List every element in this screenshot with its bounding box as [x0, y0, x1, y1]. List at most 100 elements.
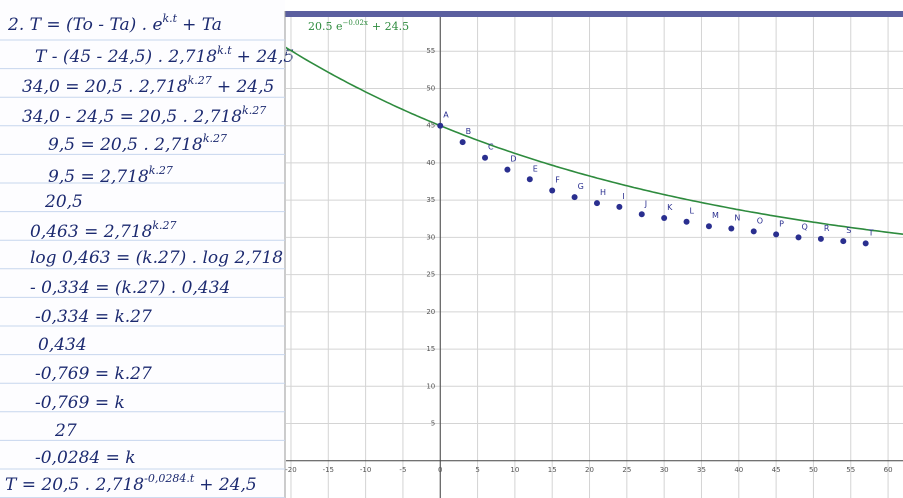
y-tick-label: 5: [431, 420, 435, 428]
plot: [285, 14, 903, 498]
fit-curve: [285, 47, 903, 234]
note-line: -0,334 = k.27: [35, 307, 152, 327]
point-label: F: [555, 175, 560, 184]
note-main: -0,334 = k.27: [35, 307, 152, 327]
y-tick-label: 20: [426, 308, 435, 316]
point-label: L: [690, 207, 695, 216]
x-tick-label: -20: [285, 466, 296, 474]
x-tick-label: 45: [772, 466, 781, 474]
x-tick-label: 5: [475, 466, 479, 474]
note-line: T = 20,5 . 2,718-0,0284.t + 24,5: [5, 472, 257, 495]
note-main: T = 20,5 . 2,718: [5, 475, 144, 495]
point: [639, 211, 645, 217]
page: 2. T = (To - Ta) . ek.t+ TaT - (45 - 24,…: [0, 0, 903, 498]
y-tick-label: 10: [426, 382, 435, 390]
point-label: J: [644, 199, 647, 208]
point: [594, 200, 600, 206]
point-label: K: [667, 203, 673, 212]
point-label: P: [779, 219, 784, 228]
note-line: -0,769 = k.27: [35, 364, 152, 384]
y-tick-label: 55: [426, 47, 435, 55]
note-main: 20,5: [44, 192, 83, 212]
point: [549, 187, 555, 193]
note-main: 9,5 = 2,718: [48, 167, 149, 187]
note-line: 20,5: [44, 192, 83, 212]
point-label: A: [443, 111, 449, 120]
point: [751, 228, 757, 234]
point-label: I: [622, 192, 624, 201]
note-line: 0,434: [38, 335, 87, 355]
point-label: O: [757, 216, 763, 225]
note-main: 0,434: [38, 335, 87, 355]
note-sup: k.27: [242, 104, 266, 117]
note-main: 2. T = (To - Ta) . e: [7, 15, 163, 35]
note-main: log 0,463 = (k.27) . log 2,718: [30, 248, 283, 268]
x-tick-label: 30: [660, 466, 669, 474]
point: [527, 176, 533, 182]
note-main: -0,769 = k.27: [35, 364, 152, 384]
note-line: log 0,463 = (k.27) . log 2,718: [30, 248, 283, 268]
note-sup: -0,0284.t: [144, 472, 195, 485]
curve-label: 20.5 e−0.02x+ 24.5: [308, 19, 409, 33]
screenshot: 2. T = (To - Ta) . ek.t+ TaT - (45 - 24,…: [0, 0, 903, 498]
note-main: 34,0 - 24,5 = 20,5 . 2,718: [22, 107, 242, 127]
point: [572, 194, 578, 200]
point: [661, 215, 667, 221]
point: [504, 167, 510, 173]
note-sup: k.27: [149, 164, 173, 177]
note-tail: + 24,5: [217, 77, 275, 97]
point-label: R: [824, 224, 830, 233]
point: [863, 240, 869, 246]
note-line: - 0,334 = (k.27) . 0,434: [30, 278, 230, 298]
point-label: Q: [802, 222, 808, 231]
point: [684, 219, 690, 225]
note-line: 34,0 - 24,5 = 20,5 . 2,718k.27: [22, 104, 266, 127]
note-line: T - (45 - 24,5) . 2,718k.t + 24,5: [35, 44, 294, 67]
x-tick-label: 10: [510, 466, 519, 474]
point-label: C: [488, 143, 494, 152]
note-line: 2. T = (To - Ta) . ek.t+ Ta: [7, 12, 222, 35]
x-tick-label: 15: [548, 466, 557, 474]
y-tick-label: 40: [426, 159, 435, 167]
note-tail: + 24,5: [237, 47, 295, 67]
note-main: -0,0284 = k: [35, 448, 136, 468]
point-label: T: [868, 228, 874, 237]
x-tick-label: 25: [622, 466, 631, 474]
x-tick-label: 55: [846, 466, 855, 474]
note-line: -0,769 = k: [35, 393, 125, 413]
point-label: N: [734, 213, 740, 222]
point-label: S: [846, 226, 851, 235]
note-sup: k.27: [152, 219, 176, 232]
point: [773, 231, 779, 237]
x-tick-label: 60: [884, 466, 893, 474]
note-main: - 0,334 = (k.27) . 0,434: [30, 278, 230, 298]
note-main: 9,5 = 20,5 . 2,718: [48, 135, 203, 155]
point: [796, 234, 802, 240]
y-tick-label: 35: [426, 196, 435, 204]
curve-label-rest: + 24.5: [372, 20, 409, 33]
point: [728, 225, 734, 231]
y-tick-label: 25: [426, 271, 435, 279]
note-tail: + 24,5: [199, 475, 257, 495]
note-main: T - (45 - 24,5) . 2,718: [35, 47, 217, 67]
note-main: -0,769 = k: [35, 393, 125, 413]
point-label: H: [600, 188, 606, 197]
note-line: 27: [54, 421, 77, 441]
point-label: M: [712, 211, 719, 220]
note-tail: + Ta: [182, 15, 222, 35]
x-tick-label: 50: [809, 466, 818, 474]
note-main: 0,463 = 2,718: [30, 222, 153, 242]
point: [840, 238, 846, 244]
note-sup: k.27: [188, 74, 212, 87]
x-tick-label: -5: [399, 466, 406, 474]
point: [460, 139, 466, 145]
x-tick-label: 20: [585, 466, 594, 474]
graph-top-bar: [285, 11, 903, 17]
note-sup: k.t: [217, 44, 232, 57]
point: [437, 123, 443, 129]
x-tick-label: 40: [734, 466, 743, 474]
y-tick-label: 45: [426, 122, 435, 130]
x-tick-label: 0: [438, 466, 442, 474]
point: [616, 204, 622, 210]
note-main: 34,0 = 20,5 . 2,718: [22, 77, 188, 97]
